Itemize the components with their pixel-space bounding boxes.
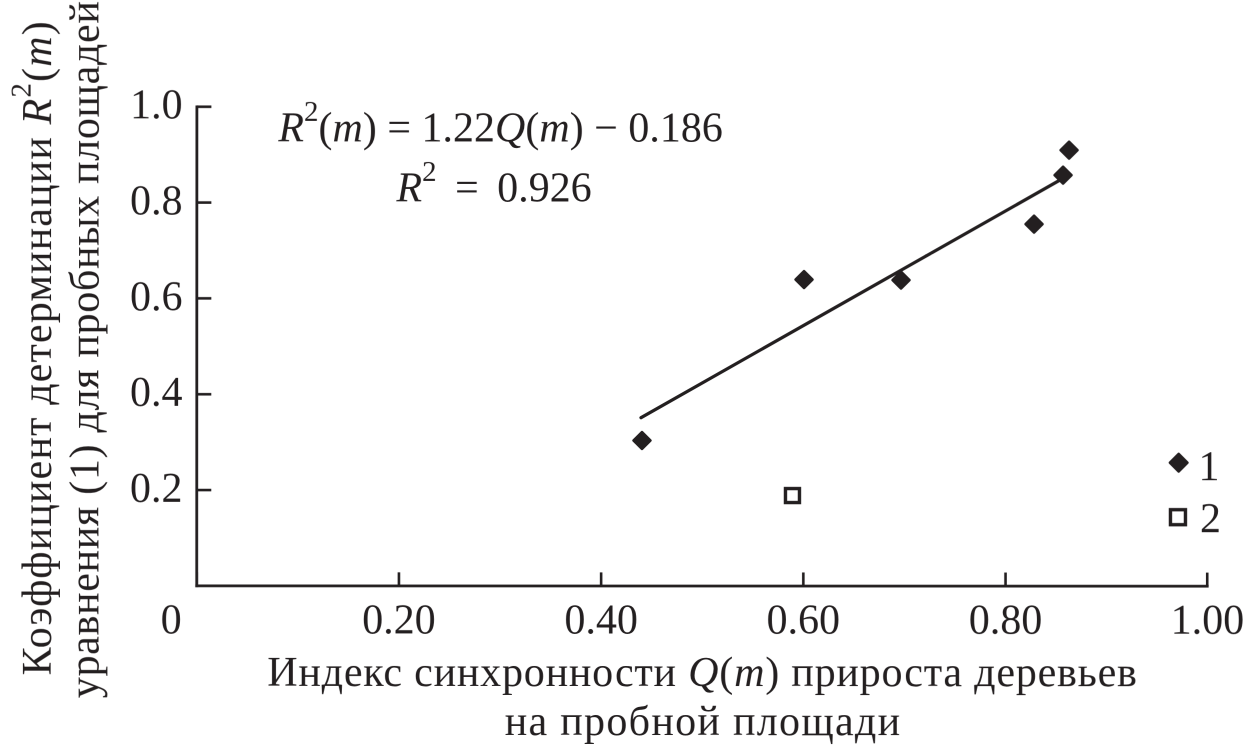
- svg-text:Коэффициент детерминации R2(m): Коэффициент детерминации R2(m): [5, 20, 61, 675]
- svg-text:1.0: 1.0: [130, 83, 183, 129]
- svg-text:1.00: 1.00: [1171, 598, 1243, 644]
- svg-text:0.4: 0.4: [130, 370, 183, 416]
- svg-text:0.20: 0.20: [362, 597, 436, 643]
- svg-text:2: 2: [1200, 496, 1221, 542]
- svg-text:1: 1: [1198, 444, 1219, 490]
- svg-text:Индекс синхронности Q(m) приро: Индекс синхронности Q(m) прироста деревь…: [267, 650, 1137, 696]
- svg-text:на пробной площади: на пробной площади: [505, 699, 902, 745]
- svg-text:R2 = 0.926: R2 = 0.926: [395, 156, 591, 212]
- svg-text:уравнения (1) для пробных площ: уравнения (1) для пробных площадей: [62, 0, 108, 698]
- svg-text:0.8: 0.8: [130, 178, 183, 224]
- svg-text:0.60: 0.60: [767, 597, 841, 643]
- svg-text:R2(m) = 1.22Q(m) − 0.186: R2(m) = 1.22Q(m) − 0.186: [277, 96, 723, 152]
- svg-text:0.40: 0.40: [564, 597, 638, 643]
- svg-text:0.6: 0.6: [130, 274, 183, 320]
- svg-text:0.2: 0.2: [130, 466, 183, 512]
- svg-text:0.80: 0.80: [969, 598, 1043, 644]
- svg-text:0: 0: [161, 597, 182, 643]
